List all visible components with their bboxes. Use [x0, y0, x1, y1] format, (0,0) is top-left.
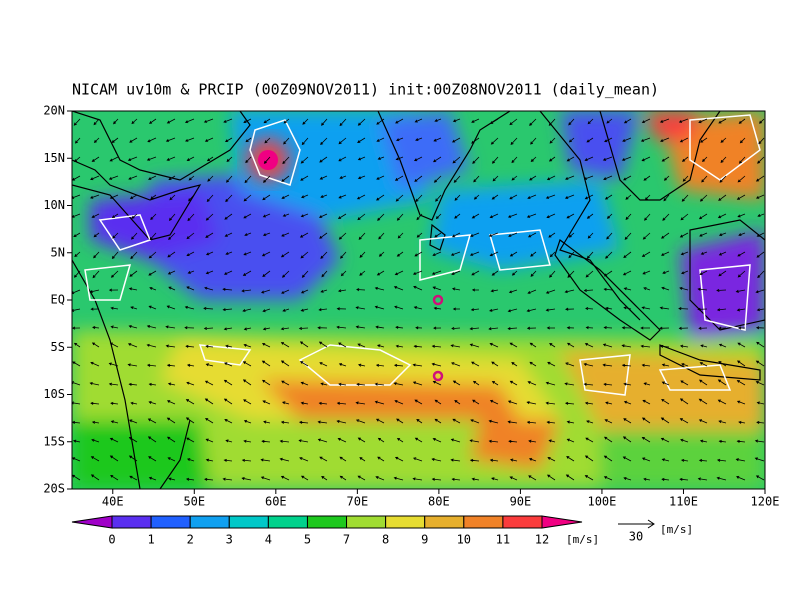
colorbar-segment [189, 515, 230, 529]
x-tick-label: 60E [265, 495, 287, 509]
colorbar-label: 11 [496, 533, 510, 547]
precipitation-contours [84, 114, 761, 396]
colorbar-unit: [m/s] [566, 533, 599, 546]
colorbar-segment [306, 515, 348, 529]
x-tick-label: 80E [428, 495, 450, 509]
y-tick-label: 20S [43, 482, 65, 496]
colorbar-label: 2 [187, 533, 194, 547]
coastlines [72, 111, 765, 489]
y-tick-label: EQ [51, 293, 65, 307]
wind-speed-field [72, 111, 765, 489]
colorbar-low-triangle [71, 515, 113, 529]
colorbar-label: 10 [457, 533, 471, 547]
y-tick-label: 15N [43, 151, 65, 165]
wind-vectors [72, 118, 765, 482]
colorbar-segment [228, 515, 269, 529]
colorbar-high-triangle [541, 515, 583, 529]
colorbar-segment [346, 515, 387, 529]
colorbar-label: 1 [147, 533, 154, 547]
y-tick-label: 20N [43, 104, 65, 118]
y-tick-label: 15S [43, 434, 65, 448]
colorbar-label: 5 [304, 533, 311, 547]
colorbar-label: 7 [343, 533, 350, 547]
x-tick-label: 90E [510, 495, 532, 509]
reference-vector: 30 [m/s] [618, 519, 693, 544]
markers [432, 294, 444, 382]
x-tick-label: 70E [347, 495, 369, 509]
reference-unit: [m/s] [660, 523, 693, 536]
x-tick-label: 40E [102, 495, 124, 509]
y-tick-label: 10S [43, 387, 65, 401]
colorbar-label: 4 [265, 533, 272, 547]
colorbar-label: 0 [108, 533, 115, 547]
colorbar-segment [463, 515, 504, 529]
axes: 40E 50E 60E 70E 80E 90E 100E 110E 120E 20N 15N 10N 5… [43, 104, 779, 509]
x-tick-label: 120E [751, 495, 780, 509]
y-tick-label: 5S [51, 340, 65, 354]
x-tick-label: 110E [669, 495, 698, 509]
colorbar-label: 3 [226, 533, 233, 547]
colorbar: 0 1 2 3 4 5 7 8 9 10 11 12 [m/s] [71, 515, 599, 547]
map-title: NICAM uv10m & PRCIP (00Z09NOV2011) init:… [72, 81, 659, 99]
reference-arrow [618, 519, 655, 529]
colorbar-segment [424, 515, 465, 529]
colorbar-segment [111, 515, 152, 529]
colorbar-segment [502, 515, 543, 529]
colorbar-label: 8 [382, 533, 389, 547]
colorbar-label: 9 [421, 533, 428, 547]
colorbar-label: 12 [535, 533, 549, 547]
reference-value: 30 [629, 530, 643, 544]
x-tick-label: 50E [183, 495, 205, 509]
colorbar-segment [150, 515, 191, 529]
colorbar-segment [385, 515, 426, 529]
x-tick-label: 100E [587, 495, 616, 509]
y-tick-label: 10N [43, 198, 65, 212]
colorbar-segment [267, 515, 308, 529]
y-tick-label: 5N [51, 245, 65, 259]
